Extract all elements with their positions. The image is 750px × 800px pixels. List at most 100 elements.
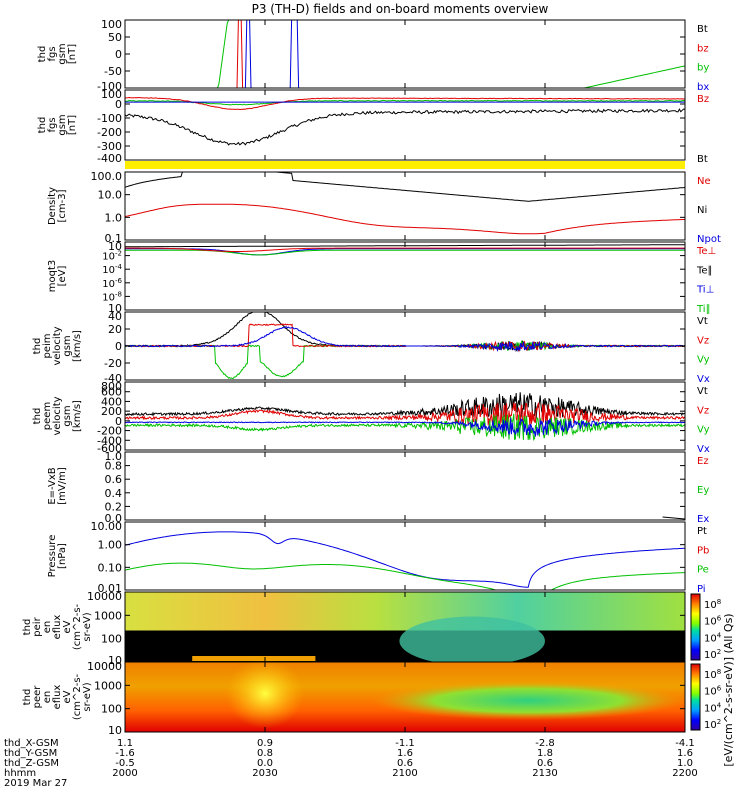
y-tick-label: 100 [101,703,122,716]
series-Vt [124,392,686,420]
series-Ti-par [125,249,685,256]
legend-entry: Vz [697,335,709,346]
ephemeris-value: 0.6 [537,758,553,769]
y-axis-label: eflux [52,685,63,710]
y-tick-label: 100 [101,88,122,101]
y-axis-label: Density [47,187,58,225]
y-tick-label: 0.2 [105,500,123,513]
legend-entry: Te⊥ [696,246,716,257]
colorbar-tick-label: 102 [704,718,721,731]
ephemeris-row-label: thd_X-GSM [4,738,59,749]
y-axis-label: eflux [52,615,63,640]
series-Vx [124,418,686,437]
y-tick-label: 10-4 [102,263,122,276]
legend-entry: Vt [697,316,708,327]
y-tick-label: 10 [108,654,122,667]
colorbar-tick-label: 106 [704,685,722,698]
legend-entry: Ex [697,514,709,525]
colorbar [690,593,701,661]
y-tick-label: 200 [101,405,122,418]
y-tick-label: 600 [101,386,122,399]
y-tick-label: 10 [108,240,122,253]
panel-frame-temperature [124,241,686,311]
y-tick-label: 0 [115,48,122,61]
y-axis-label: peer [32,685,43,709]
legend-entry: Ni [697,205,707,216]
legend-entry: Bz [697,94,709,105]
y-tick-label: 10000 [87,590,122,603]
series-bz [125,19,685,89]
y-tick-label: 0.8 [105,460,123,473]
y-tick-label: 10-8 [102,290,122,303]
series-Vy [124,413,686,442]
ephemeris-row-label: thd_Y-GSM [4,748,57,759]
ephemeris-value: -1.1 [395,738,415,749]
y-tick-label: 10.00 [91,520,123,533]
y-tick-label: 100.0 [91,170,123,183]
y-tick-label: 1.0 [105,450,123,463]
y-axis-label: [eV] [57,266,68,287]
panel-frame-peem [124,381,686,451]
y-axis-label: [km/s] [72,330,83,362]
ephemeris-value: 0.0 [257,758,273,769]
y-tick-label: -200 [97,425,122,438]
quality-flag-bar [125,161,685,169]
panel-frame-density [124,171,686,241]
legend-entry: Vy [697,425,710,436]
legend-entry: Vx [697,444,710,455]
y-axis-label: thd [37,46,48,63]
y-axis-label: en [42,691,53,704]
y-tick-label: 0 [115,98,122,111]
ephemeris-value: 2100 [392,768,417,779]
colorbar-tick-label: 108 [704,668,721,681]
y-axis-label: E=-VxB [47,467,58,504]
legend-entry: by [697,63,709,74]
y-axis-label: [km/s] [72,400,83,432]
legend-entry: Pt [697,526,707,537]
y-tick-label: -600 [97,442,122,455]
legend-entry: Vx [697,374,710,385]
y-tick-label: 1000 [94,679,122,692]
ephemeris-value: -1.6 [115,748,135,759]
series-Ti-perp [125,248,685,256]
y-tick-label: 0.10 [98,561,123,574]
y-tick-label: -100 [97,80,122,93]
spectrogram-band-upper [125,592,685,631]
y-axis-label: (cm^2-s- [72,603,83,650]
y-tick-label: 1.00 [98,539,123,552]
series-Vx [124,326,685,353]
legend-entry: Pb [697,545,709,556]
legend-entry: Ey [697,485,709,496]
legend-entry: bz [697,43,709,54]
ephemeris-value: 2200 [672,768,697,779]
legend-entry: Pi [697,584,706,595]
y-tick-label: 400 [101,395,122,408]
series-Ne [124,203,686,235]
y-axis-label: moqt3 [47,260,58,293]
y-tick-label: -300 [97,140,122,153]
legend-entry: Ti∥ [696,304,711,315]
legend-entry: Vy [697,355,710,366]
colorbar-tick-label: 104 [704,701,722,714]
ephemeris-value: -0.5 [115,758,135,769]
series-by [125,19,685,89]
y-tick-label: 10 [108,724,122,737]
y-axis-label: eV [62,620,73,633]
y-axis-label: peem [42,402,53,430]
ephemeris-value: 1.0 [677,758,693,769]
colorbar [690,663,701,731]
y-axis-label: fgs [47,117,58,132]
y-axis-label: thd [37,117,48,134]
legend-entry: Te∥ [696,265,713,276]
ephemeris-value: 2000 [112,768,137,779]
y-tick-label: 0.6 [105,473,123,486]
y-axis-label: en [42,621,53,634]
y-tick-label: 40 [108,310,122,323]
y-axis-label: (cm^2-s- [72,673,83,720]
ephemeris-value: 1.6 [397,748,413,759]
y-tick-label: -200 [97,126,122,139]
series-Vz [124,402,685,427]
y-tick-label: -100 [97,112,122,125]
y-tick-label: 800 [101,380,122,393]
